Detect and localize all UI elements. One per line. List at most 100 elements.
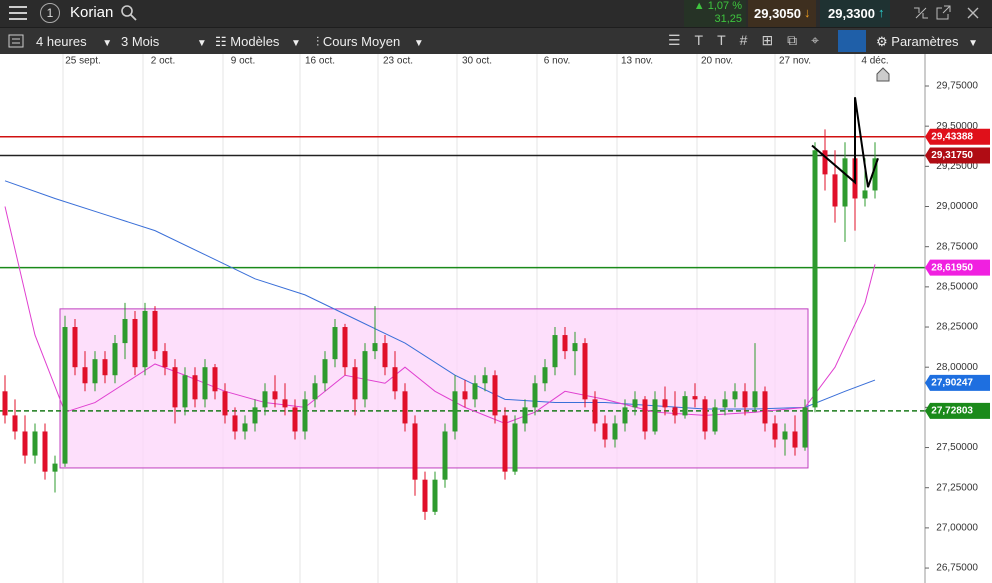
price-badge-label: 29,43388 xyxy=(931,131,973,142)
candle-body xyxy=(62,327,68,464)
candle-body xyxy=(182,375,188,408)
templates-select[interactable]: ☷ Modèles ▼ xyxy=(215,34,301,49)
candle-body xyxy=(692,396,698,400)
x-tick-label: 23 oct. xyxy=(383,56,413,67)
y-tick-label: 28,00000 xyxy=(936,362,978,373)
y-tick-label: 26,75000 xyxy=(936,563,978,574)
candle-body xyxy=(722,399,728,408)
interval-select[interactable]: 4 heures ▼ xyxy=(36,34,113,49)
bid: 29,3050 xyxy=(754,6,801,21)
candle-body xyxy=(512,423,518,472)
search-icon[interactable] xyxy=(120,4,138,22)
x-tick-label: 20 nov. xyxy=(701,56,733,67)
candle-body xyxy=(192,375,198,400)
tool-icons[interactable]: ☰TT#⊞⧉⌖ xyxy=(668,32,834,48)
candle-body xyxy=(422,479,428,512)
price-badge-label: 29,31750 xyxy=(931,150,973,161)
instrument-number[interactable]: 1 xyxy=(40,3,60,23)
candle-body xyxy=(732,391,738,400)
candle-body xyxy=(162,351,168,368)
bid-box[interactable]: 29,3050 ↓ xyxy=(748,0,816,27)
candle-body xyxy=(362,351,368,400)
date-axis-bg xyxy=(0,54,992,68)
price-badge xyxy=(925,147,990,164)
candle-body xyxy=(772,423,778,440)
ask: 29,3300 xyxy=(828,6,875,21)
candle-body xyxy=(2,391,8,416)
candle-body xyxy=(762,391,768,424)
candle-body xyxy=(672,407,678,416)
candle-body xyxy=(542,367,548,384)
change-pct-value: 1,07 % xyxy=(707,0,742,12)
active-tool[interactable] xyxy=(838,30,866,52)
candle-body xyxy=(302,399,308,432)
toolbar: 4 heures ▼ 3 Mois ▼ ☷ Modèles ▼ ⫶ Cours … xyxy=(0,27,992,55)
instrument-title: Korian xyxy=(70,4,114,21)
candle-body xyxy=(822,150,828,175)
candle-body xyxy=(22,431,28,456)
candle-body xyxy=(262,391,268,408)
candle-body xyxy=(32,431,38,456)
candle-body xyxy=(532,383,538,408)
candle-body xyxy=(12,415,18,432)
y-tick-label: 29,75000 xyxy=(936,81,978,92)
scroll-marker xyxy=(876,67,890,82)
price-type-select[interactable]: ⫶ Cours Moyen ▼ xyxy=(316,34,424,49)
price-badge-label: 28,61950 xyxy=(931,262,973,273)
y-tick-label: 28,25000 xyxy=(936,322,978,333)
candle-body xyxy=(592,399,598,424)
y-tick-label: 29,50000 xyxy=(936,121,978,132)
list-icon[interactable] xyxy=(8,34,24,48)
candle-body xyxy=(222,391,228,416)
candle-body xyxy=(502,415,508,472)
candle-body xyxy=(492,375,498,416)
candle-body xyxy=(352,367,358,400)
candle-body xyxy=(92,359,98,384)
candle-body xyxy=(292,407,298,432)
settings-button[interactable]: ⚙ Paramètres ▼ xyxy=(876,34,979,49)
y-tick-label: 28,50000 xyxy=(936,281,978,292)
candle-body xyxy=(562,335,568,352)
y-tick-label: 27,50000 xyxy=(936,442,978,453)
candle-body xyxy=(72,327,78,368)
candle-body xyxy=(412,423,418,480)
candle-body xyxy=(142,310,148,368)
candle-body xyxy=(452,391,458,432)
x-tick-label: 2 oct. xyxy=(151,56,175,67)
interval: 4 heures xyxy=(36,34,87,49)
y-tick-label: 29,25000 xyxy=(936,161,978,172)
price-badge xyxy=(925,259,990,276)
window-icons[interactable] xyxy=(912,4,988,22)
ask-box[interactable]: 29,3300 ↑ xyxy=(820,0,890,27)
candle-body xyxy=(392,367,398,392)
candle-body xyxy=(132,318,138,368)
x-tick-label: 16 oct. xyxy=(305,56,335,67)
candle-body xyxy=(212,367,218,392)
moving-average xyxy=(4,206,876,424)
candle-body xyxy=(252,407,258,424)
range-box xyxy=(59,308,809,469)
candle-body xyxy=(242,423,248,432)
period-select[interactable]: 3 Mois ▼ xyxy=(121,34,207,49)
templates: Modèles xyxy=(230,34,280,49)
x-tick-label: 9 oct. xyxy=(231,56,255,67)
x-tick-label: 4 déc. xyxy=(861,56,888,67)
menu-icon[interactable] xyxy=(8,5,28,21)
candle-body xyxy=(312,383,318,400)
candle-body xyxy=(632,399,638,408)
candle-body xyxy=(202,367,208,400)
candle-body xyxy=(342,327,348,368)
y-tick-label: 27,25000 xyxy=(936,482,978,493)
candle-body xyxy=(122,318,128,344)
candle-body xyxy=(282,399,288,408)
trend-line xyxy=(811,97,879,188)
candle-body xyxy=(572,343,578,352)
candle-body xyxy=(752,391,758,408)
candle-body xyxy=(462,391,468,400)
candle-body xyxy=(442,431,448,480)
candle-body xyxy=(802,407,808,448)
candle-body xyxy=(792,431,798,448)
candle-body xyxy=(402,391,408,424)
candle-body xyxy=(52,463,58,472)
